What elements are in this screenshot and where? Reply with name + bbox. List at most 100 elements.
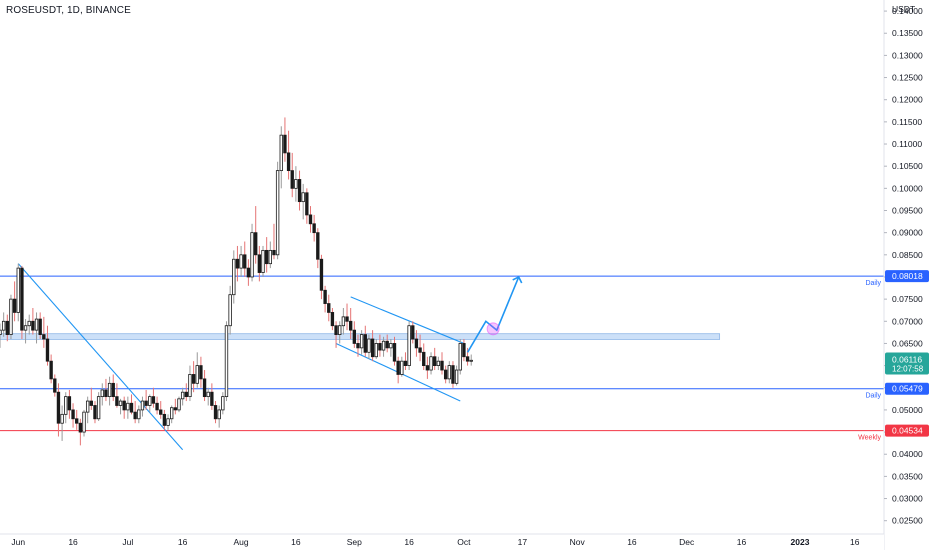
candle-body [206,391,210,398]
candle [100,383,104,406]
candle-body [191,374,196,384]
candle-body [23,325,28,331]
candle-body [341,316,346,327]
symbol-title: ROSEUSDT, 1D, BINANCE [6,5,131,16]
candle-body [184,391,188,398]
candle [16,263,20,322]
candle-body [407,325,411,367]
candle-body [151,396,156,404]
candle-body [31,320,35,331]
candle [184,383,188,402]
candle-body [429,356,433,371]
candle [221,392,225,415]
y-tick-label: 0.09500 [892,205,923,215]
candle-body [60,413,64,424]
candle-body [1,320,6,331]
candle-body [374,343,378,358]
candle [396,356,400,384]
candle [122,396,126,419]
candle [23,319,28,344]
candle-body [378,343,382,351]
candle-body [71,409,75,420]
level-tag: Daily [865,393,881,400]
candle [356,334,360,357]
candle [400,356,404,377]
candle-body [180,391,185,400]
candle-body [294,179,298,189]
candle [440,352,444,375]
candle [294,166,298,202]
candle-body [316,232,320,260]
candle-body [144,400,148,406]
candle [469,354,473,366]
candle-body [327,303,331,313]
candle [151,387,156,408]
candle-body [217,409,221,420]
candle-body [235,258,240,269]
marker-circle [486,322,500,336]
candle [411,321,415,344]
y-tick-label: 0.04000 [892,449,923,459]
currency-label: USDT [892,4,915,14]
candle-body [162,413,167,426]
candle-body [12,298,17,313]
candle-body [367,338,371,353]
candle-body [49,360,53,380]
x-tick-label: Jul [122,537,133,547]
candle [312,214,316,242]
candle-body [257,254,262,273]
candle-body [348,320,353,331]
candle [268,241,272,269]
candle-body [78,422,83,433]
candle-body [414,338,419,349]
candle [407,321,411,371]
candle-body [454,369,459,384]
candle-body [301,192,305,203]
x-tick-label: 16 [404,537,414,547]
candle-body [195,365,199,384]
candle-body [305,192,309,216]
candle [334,321,338,348]
candle [330,307,335,331]
candle [12,281,17,322]
y-tick-label: 0.09000 [892,228,923,238]
candle [155,396,159,415]
candle-body [20,267,24,331]
candle-body [166,418,170,426]
candle-body [122,400,126,411]
candle-body [345,316,349,322]
candle-body [447,365,451,380]
x-tick-label: Nov [570,537,586,547]
candle [348,307,353,340]
candle [140,396,145,417]
candle [232,250,236,304]
candle [279,126,283,189]
candle [283,117,287,162]
y-tick-label: 0.10500 [892,161,923,171]
candle [96,392,101,421]
x-tick-label: Oct [457,537,471,547]
candle-body [462,343,466,358]
candle-body [433,356,437,367]
candle-body [418,347,422,353]
candle [144,389,148,410]
candle [297,170,302,211]
candle [451,361,455,388]
candle-body [268,249,272,265]
candle [272,223,276,260]
candle [78,418,83,446]
candle-body [173,407,178,411]
y-tick-label: 0.08500 [892,250,923,260]
level-price-badge [885,382,929,395]
candle-body [243,254,247,269]
candle [352,321,357,348]
candle [422,343,426,371]
candle-body [381,340,386,351]
candle-body [451,365,455,384]
candle [191,361,196,393]
candle [403,352,408,371]
candle [49,354,53,384]
candle-body [403,360,408,367]
